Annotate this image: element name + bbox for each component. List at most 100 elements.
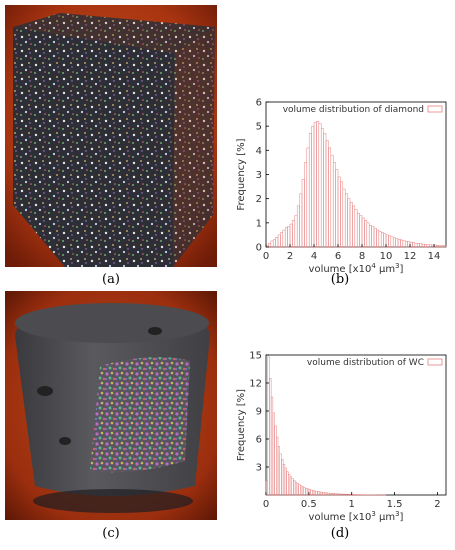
histogram-bar <box>397 239 401 248</box>
histogram-bar <box>303 487 306 496</box>
histogram-bar <box>332 493 335 496</box>
plot-frame <box>265 101 447 248</box>
histogram-bar <box>304 162 308 248</box>
histogram-bar <box>296 483 299 496</box>
x-tick-label: 0 <box>263 251 269 262</box>
histogram-bar <box>288 474 291 496</box>
histogram-bar <box>342 188 346 248</box>
x-axis-label: volume [x104 µm3] <box>309 262 404 275</box>
histogram-bar <box>368 225 372 248</box>
histogram-bar <box>352 205 356 248</box>
histogram-bar <box>270 396 274 496</box>
histogram-bar <box>289 476 292 496</box>
y-tick-label: 9 <box>256 407 262 418</box>
caption-a: (a) <box>102 272 120 287</box>
histogram-bar <box>414 242 418 248</box>
histogram-bar <box>313 490 316 496</box>
panel-b-chart: 0 2 4 6 8 10 12 14 0 1 2 3 4 5 6 Frequency [%] volume [x… <box>228 90 452 275</box>
histogram-bar <box>332 162 336 248</box>
panel-a-render <box>5 5 217 267</box>
y-tick-label: 1 <box>256 218 262 229</box>
y-axis-label: Frequency [%] <box>236 389 247 461</box>
histogram-bar <box>416 243 420 248</box>
histogram-bar <box>306 147 310 248</box>
histogram-bar <box>373 227 377 248</box>
histogram-bar <box>277 234 281 248</box>
x-tick-label: 8 <box>359 251 365 262</box>
wc-volume-histogram: 0 0.5 1 1.5 2 3 6 9 12 15 Frequency [%] volume [x10… <box>236 351 447 523</box>
histogram-bar <box>305 488 308 496</box>
histogram-bar <box>366 222 370 248</box>
plot-frame <box>265 354 447 496</box>
histogram-bar <box>392 237 396 248</box>
x-axis-label: volume [x103 µm3] <box>309 510 404 523</box>
histogram-bar <box>315 491 318 496</box>
panel-d-chart: 0 0.5 1 1.5 2 3 6 9 12 15 Frequency [%] volume [x10… <box>228 345 452 525</box>
histogram-bar <box>339 493 342 496</box>
histogram-bar <box>421 243 425 248</box>
histogram-bar <box>334 493 337 496</box>
histogram-bar <box>310 489 313 496</box>
histogram-bar <box>359 215 363 248</box>
histogram-bar <box>320 491 323 496</box>
histogram-bar <box>364 220 368 248</box>
panel-c-render <box>5 291 217 520</box>
histogram-bar <box>337 176 341 248</box>
y-tick-label: 15 <box>249 351 262 362</box>
x-tick-label: 12 <box>404 251 417 262</box>
histogram-bar <box>280 232 284 248</box>
y-tick-label: 5 <box>256 122 262 133</box>
x-tick-label: 2 <box>287 251 293 262</box>
histogram-bar <box>270 240 274 248</box>
histogram-bar <box>294 481 298 496</box>
histogram-bar <box>317 491 320 496</box>
histogram-bar <box>276 436 279 496</box>
histogram-bar <box>277 446 280 496</box>
histogram-bar <box>294 215 298 248</box>
y-tick-label: 6 <box>256 98 262 109</box>
y-tick-label: 3 <box>256 463 262 474</box>
histogram-bar <box>376 229 380 248</box>
histogram-bar <box>347 198 351 248</box>
histogram-bar <box>311 125 315 248</box>
x-tick-label: 14 <box>428 251 441 262</box>
y-tick-label: 12 <box>249 379 262 390</box>
histogram-bar <box>291 478 294 496</box>
x-tick-label: 6 <box>335 251 341 262</box>
x-tick-label: 1 <box>349 499 355 510</box>
histogram-bar <box>316 121 320 248</box>
y-axis-label: Frequency [%] <box>236 138 247 210</box>
histogram-bar <box>267 356 270 496</box>
histogram-bar <box>400 239 404 248</box>
histogram-bar <box>269 378 272 496</box>
x-tick-label: 10 <box>380 251 393 262</box>
histogram-bar <box>282 463 286 496</box>
histogram-bar <box>361 217 365 248</box>
histogram-bar <box>293 480 296 496</box>
histogram-bar <box>299 193 303 248</box>
histogram-bar <box>380 232 384 248</box>
histogram-bar <box>335 169 339 248</box>
histogram-bar <box>349 202 353 248</box>
histogram-bar <box>412 242 416 248</box>
histogram-bar <box>395 238 399 248</box>
histogram-bar <box>330 493 334 496</box>
histogram-bar <box>318 123 322 248</box>
histogram-bar <box>313 122 317 248</box>
histogram-bar <box>320 128 324 248</box>
x-tick-label: 0 <box>263 499 269 510</box>
histogram-bar <box>438 245 442 248</box>
histogram-bar <box>371 226 375 248</box>
histogram-bar <box>341 493 344 496</box>
histogram-bar <box>378 231 382 248</box>
histogram-bar <box>330 154 334 248</box>
histogram-bar <box>342 493 346 496</box>
histogram-bar <box>272 412 275 496</box>
histogram-bar <box>287 226 291 248</box>
x-tick-label: 2 <box>434 499 440 510</box>
histogram-bar <box>402 240 406 248</box>
caption-d: (d) <box>330 526 350 541</box>
histogram-bar <box>312 490 315 496</box>
y-tick-label: 0 <box>256 243 262 254</box>
histogram-bar <box>301 179 305 248</box>
